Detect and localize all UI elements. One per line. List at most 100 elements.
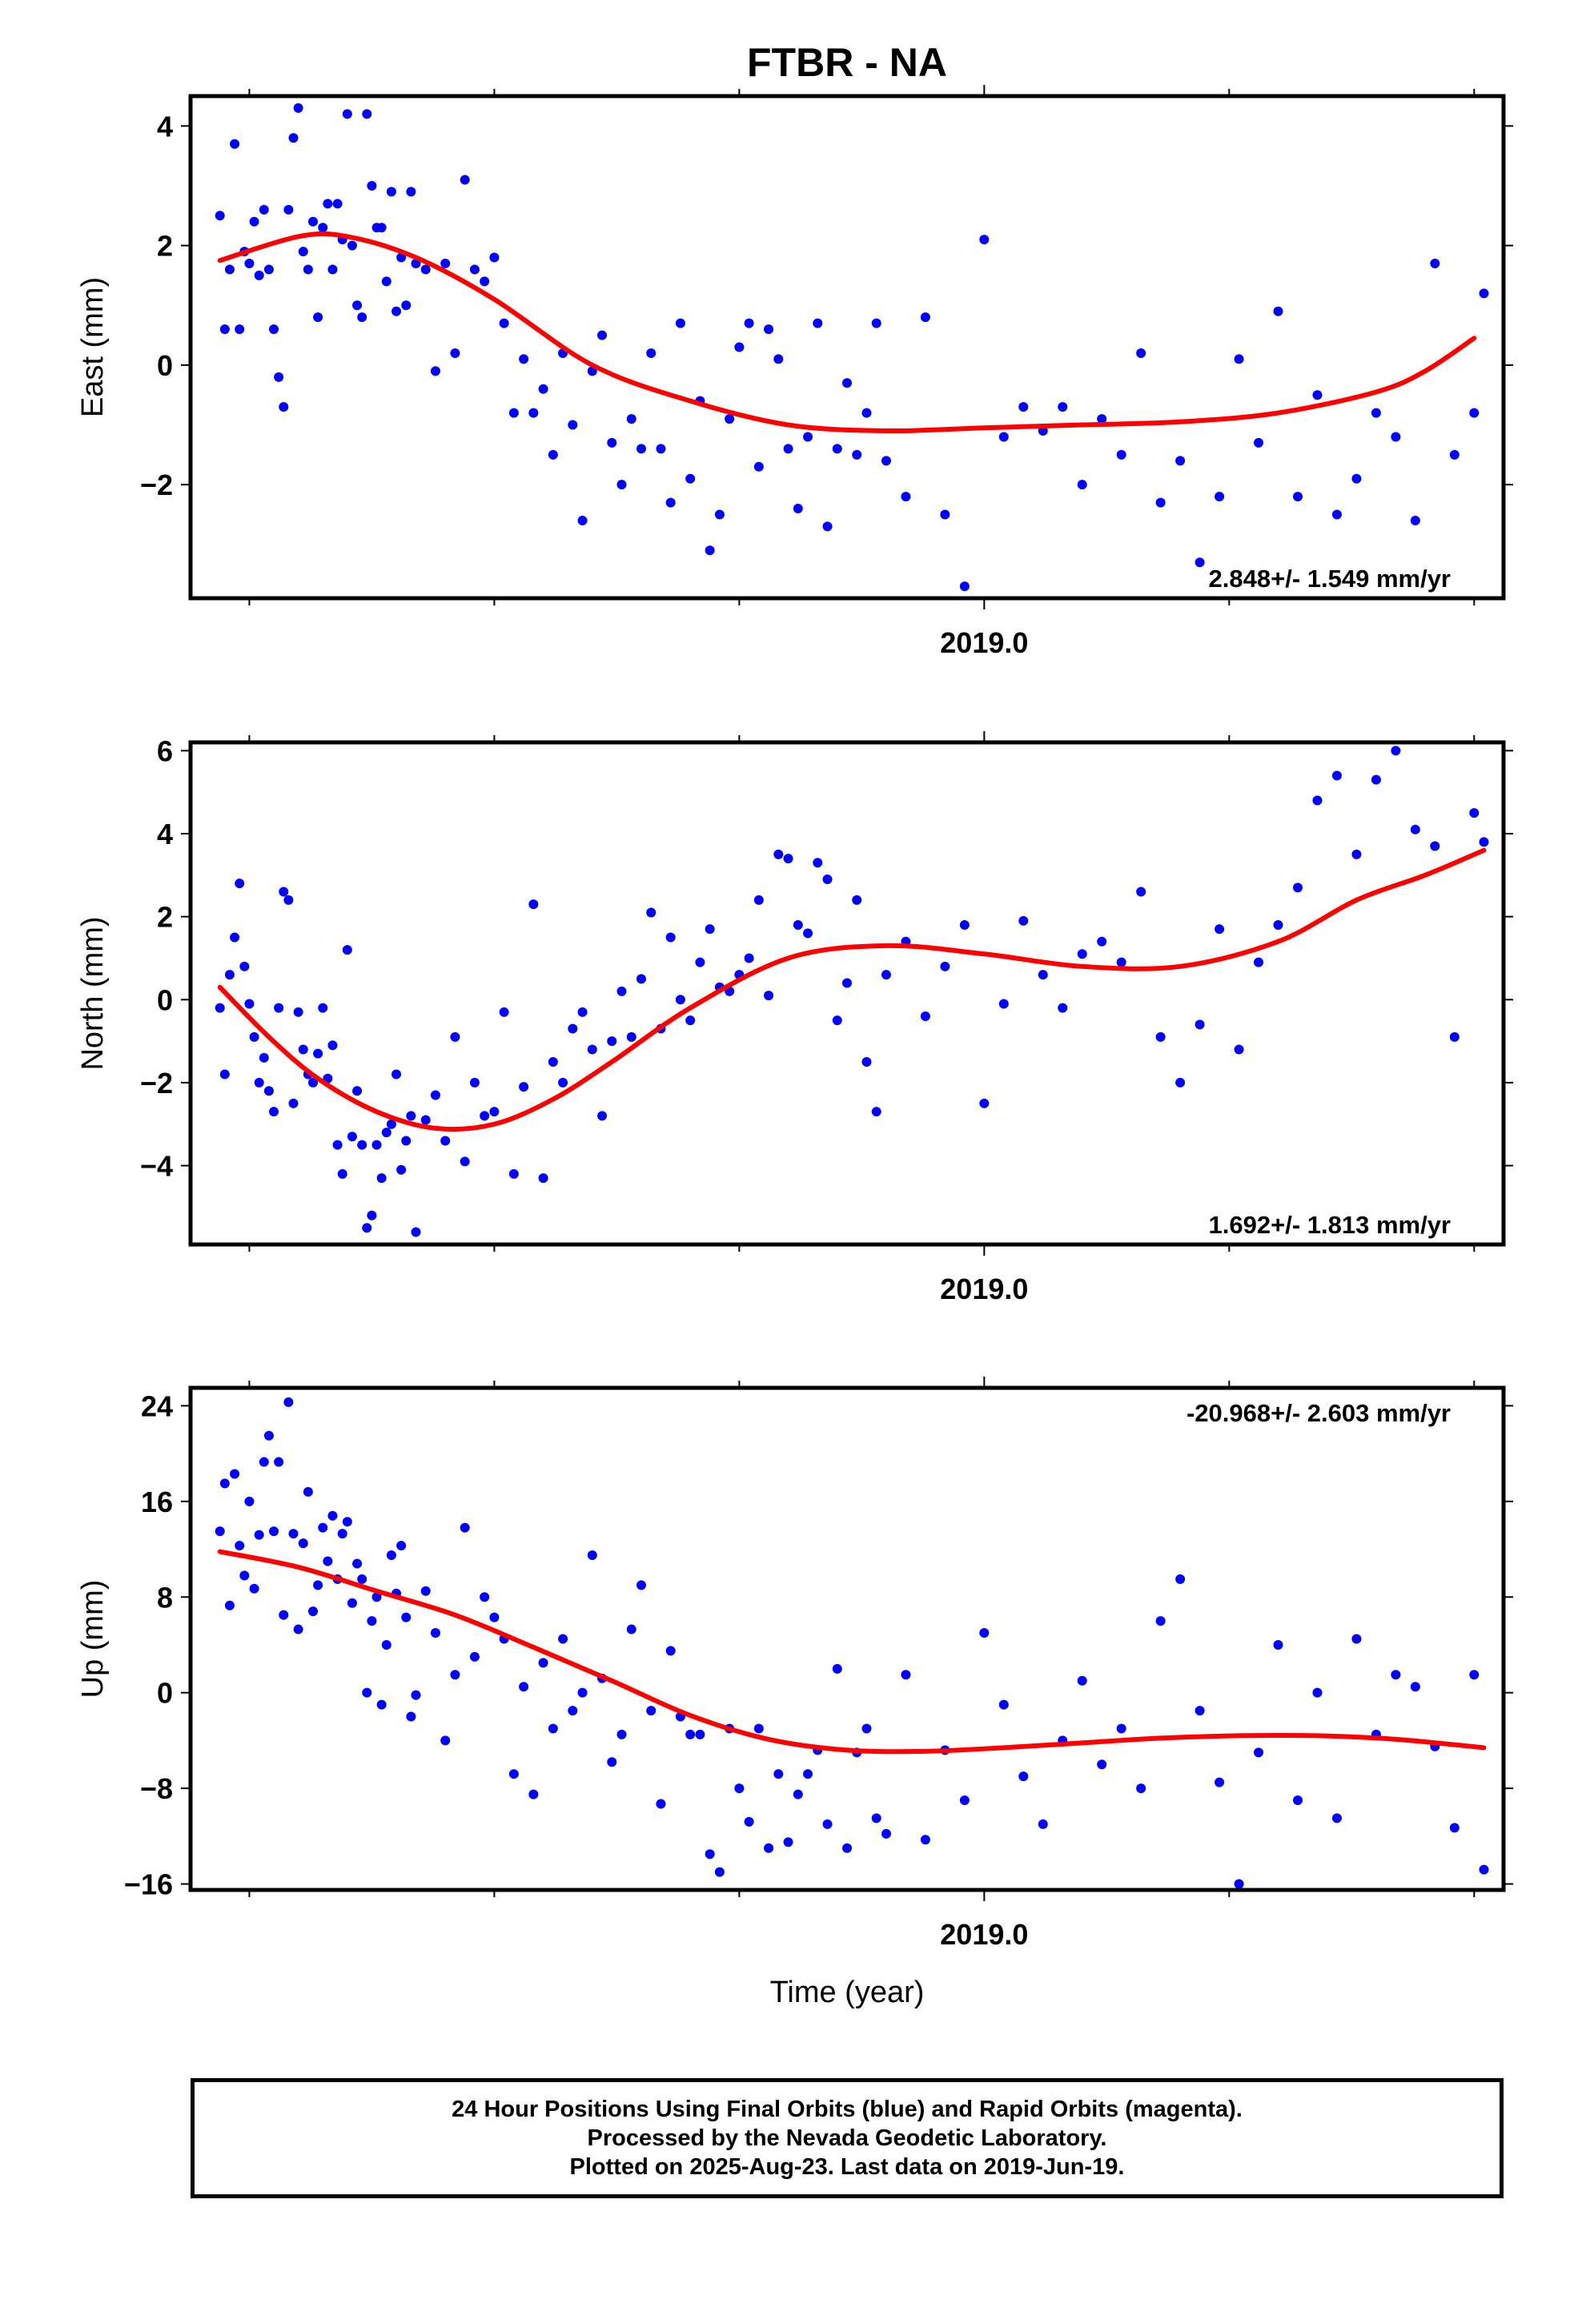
data-point — [274, 1003, 284, 1013]
data-point — [881, 456, 891, 466]
data-point — [705, 924, 715, 935]
data-point — [665, 932, 676, 943]
y-tick-label: 6 — [157, 734, 173, 767]
data-point — [450, 1031, 460, 1042]
data-point — [626, 1031, 636, 1042]
panel-1: 2019.0 −2 0 2 4 East (mm) 2.848+/- 1.549 mm/yr — [76, 85, 1513, 659]
data-point — [376, 1699, 387, 1710]
data-point — [219, 1069, 230, 1080]
data-point — [1077, 1675, 1087, 1686]
data-point — [558, 1634, 568, 1644]
data-point — [1331, 1813, 1342, 1823]
data-point — [773, 354, 784, 364]
data-point — [406, 1111, 416, 1121]
data-point — [254, 270, 264, 280]
data-point — [1116, 957, 1126, 967]
data-point — [371, 1592, 382, 1602]
data-point — [705, 545, 715, 556]
data-point — [734, 1783, 745, 1794]
data-point — [1469, 1670, 1480, 1680]
data-point — [332, 1140, 343, 1150]
data-point — [352, 300, 363, 311]
data-point — [695, 957, 705, 967]
data-point — [480, 1111, 490, 1121]
data-point — [1018, 915, 1029, 926]
x-tick-label: 2019.0 — [940, 1918, 1028, 1951]
y-tick-label: 24 — [141, 1389, 173, 1422]
data-point — [303, 1486, 313, 1497]
data-point — [871, 1107, 881, 1117]
data-point — [656, 444, 666, 454]
data-point — [269, 1107, 279, 1117]
data-point — [1273, 1639, 1283, 1650]
data-point — [871, 318, 881, 328]
data-point — [1449, 1823, 1460, 1833]
data-point — [871, 1813, 881, 1823]
data-point — [347, 1132, 357, 1142]
footer-line-3: Plotted on 2025-Aug-23. Last data on 201… — [569, 2154, 1125, 2180]
data-point — [548, 449, 558, 460]
data-point — [813, 318, 823, 328]
data-point — [376, 1173, 387, 1184]
data-point — [440, 259, 451, 268]
y-tick-label: −2 — [140, 1067, 173, 1100]
data-point — [940, 509, 950, 520]
data-point — [714, 509, 725, 520]
data-point — [568, 1706, 578, 1716]
data-point — [685, 1015, 696, 1026]
data-point — [307, 1606, 318, 1617]
data-point — [1136, 348, 1146, 358]
data-point — [1273, 306, 1283, 316]
data-point — [881, 1828, 891, 1839]
data-point — [636, 444, 646, 454]
data-point — [411, 1227, 421, 1237]
data-point — [901, 492, 911, 502]
data-point — [725, 414, 735, 424]
data-point — [920, 1011, 930, 1021]
data-point — [753, 461, 764, 472]
plot-frame — [188, 94, 1506, 601]
x-axis-label: Time (year) — [770, 1976, 925, 2009]
data-point — [371, 1140, 382, 1150]
data-point — [342, 109, 352, 119]
data-point — [979, 1098, 990, 1108]
data-point — [695, 1729, 705, 1739]
data-point — [235, 324, 245, 335]
data-point — [391, 306, 402, 316]
data-point — [307, 216, 318, 227]
data-point — [508, 1168, 519, 1179]
data-point — [587, 1550, 597, 1560]
data-point — [1234, 1044, 1244, 1055]
data-point — [1155, 1616, 1166, 1626]
data-point — [460, 1156, 470, 1167]
data-point — [489, 1612, 500, 1622]
data-point — [1449, 449, 1460, 460]
data-point — [1273, 920, 1283, 930]
data-point — [219, 324, 230, 335]
data-point — [283, 895, 294, 905]
data-point — [489, 252, 500, 263]
data-point — [1097, 936, 1107, 947]
data-point — [1136, 1783, 1146, 1794]
data-point — [1469, 408, 1480, 418]
data-point — [401, 300, 412, 311]
data-point — [406, 187, 416, 197]
data-point — [538, 1173, 548, 1184]
data-point — [274, 372, 284, 382]
data-point — [1195, 1706, 1205, 1716]
data-point — [1175, 1077, 1186, 1088]
data-point — [901, 1670, 911, 1680]
data-point — [318, 1003, 328, 1013]
data-point — [244, 999, 255, 1009]
data-point — [293, 103, 303, 113]
data-point — [861, 1057, 872, 1067]
data-point — [577, 1007, 588, 1017]
data-point — [244, 259, 255, 268]
data-point — [224, 1600, 235, 1610]
data-point — [420, 264, 431, 275]
data-point — [577, 515, 588, 525]
y-tick-label: 0 — [157, 983, 173, 1016]
data-point — [979, 235, 990, 245]
data-point — [391, 1069, 402, 1080]
data-point — [577, 1687, 588, 1698]
